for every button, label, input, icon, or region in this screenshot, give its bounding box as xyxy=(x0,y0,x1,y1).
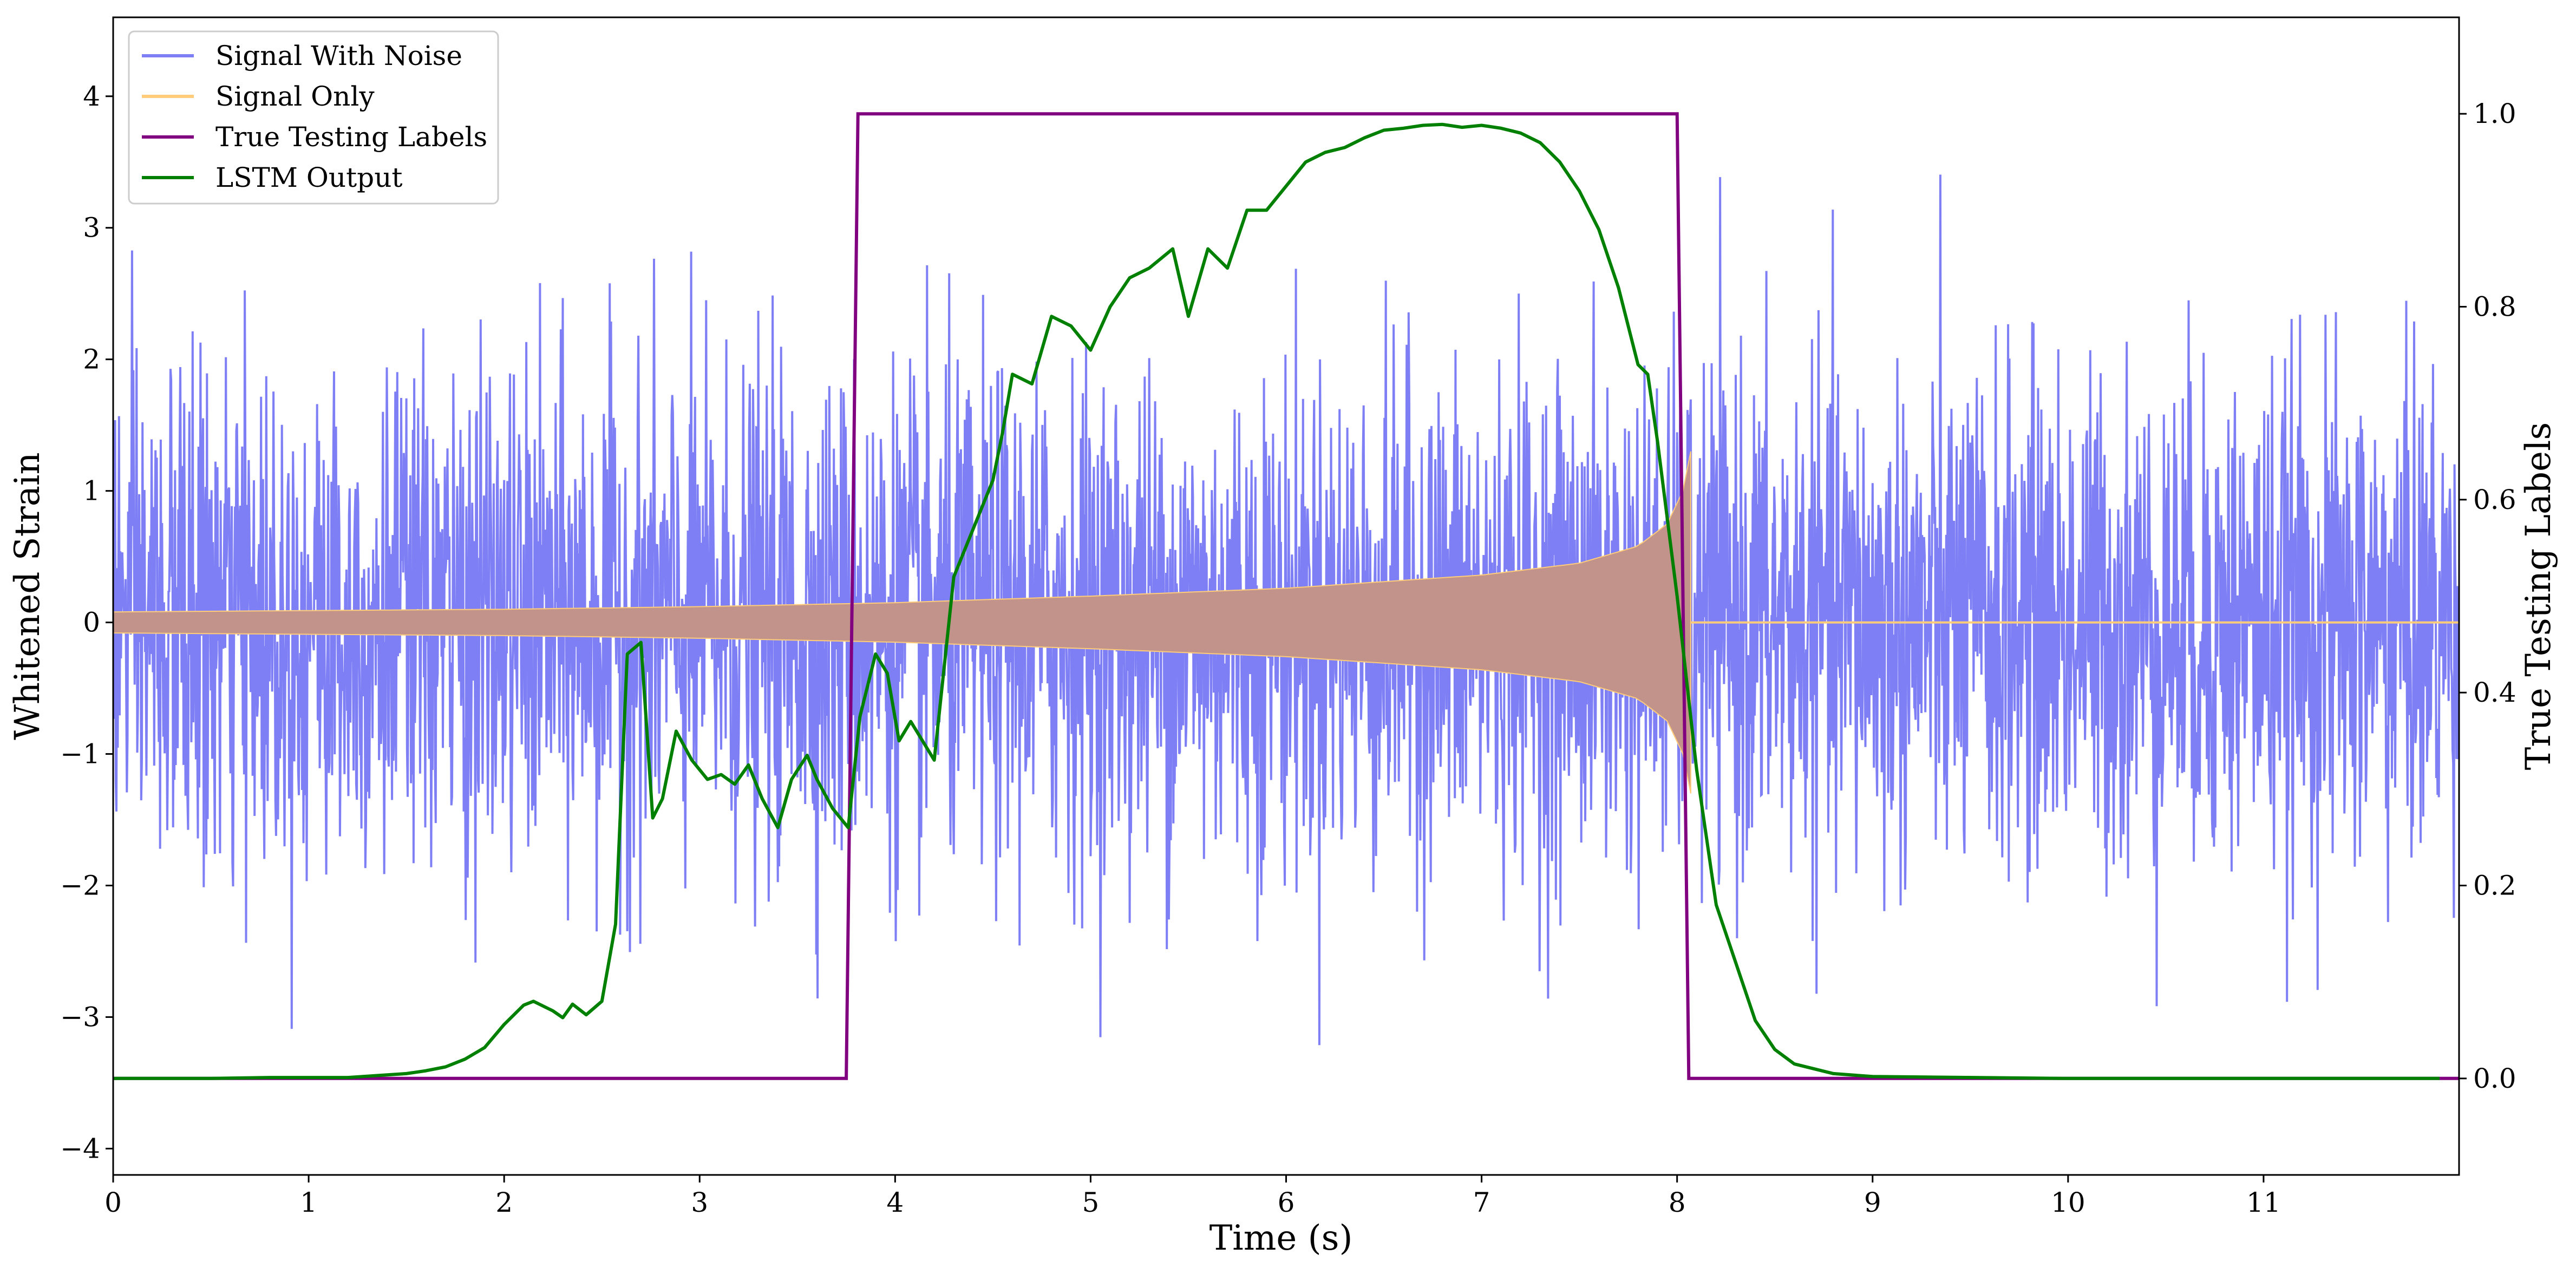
y-tick-label: −3 xyxy=(60,1001,100,1033)
y-tick-label: 0 xyxy=(83,607,100,638)
y2-tick-label: 0.2 xyxy=(2473,870,2516,901)
x-tick-label: 2 xyxy=(495,1187,513,1218)
y-tick-label: 2 xyxy=(83,344,100,375)
x-tick-label: 8 xyxy=(1669,1187,1686,1218)
x-tick-label: 7 xyxy=(1473,1187,1490,1218)
plot-area xyxy=(113,112,2459,1080)
y2-tick-label: 0.6 xyxy=(2473,484,2516,515)
x-tick-label: 0 xyxy=(104,1187,122,1218)
y-axis-right: 0.0 0.2 0.4 0.6 0.8 1.0 xyxy=(2459,98,2516,1094)
legend: Signal With Noise Signal Only True Testing… xyxy=(128,30,499,205)
y2-tick-label: 0.0 xyxy=(2473,1063,2516,1094)
legend-label: True Testing Labels xyxy=(215,121,487,153)
x-tick-label: 4 xyxy=(886,1187,904,1218)
x-axis: 0 1 2 3 4 5 6 7 8 9 10 11 xyxy=(104,1175,2281,1218)
legend-label: LSTM Output xyxy=(215,162,402,193)
x-tick-label: 3 xyxy=(691,1187,708,1218)
x-tick-label: 11 xyxy=(2246,1187,2281,1218)
y-tick-label: −2 xyxy=(60,870,100,901)
series-signal-only-band xyxy=(113,451,1691,794)
series-true-testing-labels xyxy=(113,112,2459,1080)
y-tick-label: 1 xyxy=(83,475,100,507)
y2-axis-label: True Testing Labels xyxy=(2519,422,2559,770)
y2-tick-label: 1.0 xyxy=(2473,98,2516,129)
y-tick-label: −4 xyxy=(60,1133,100,1164)
y-tick-label: −1 xyxy=(60,739,100,770)
x-axis-label: Time (s) xyxy=(1209,1218,1353,1258)
y2-tick-label: 0.4 xyxy=(2473,677,2516,708)
series-lstm-output xyxy=(113,122,2440,1080)
x-tick-label: 5 xyxy=(1082,1187,1100,1218)
y2-tick-label: 0.8 xyxy=(2473,291,2516,323)
x-tick-label: 9 xyxy=(1864,1187,1881,1218)
x-tick-label: 10 xyxy=(2051,1187,2085,1218)
legend-label: Signal With Noise xyxy=(215,40,462,71)
x-tick-label: 6 xyxy=(1278,1187,1295,1218)
y-axis-left: −4 −3 −2 −1 0 1 2 3 4 xyxy=(60,81,113,1164)
y-tick-label: 4 xyxy=(83,81,100,112)
legend-label: Signal Only xyxy=(215,81,375,112)
y-tick-label: 3 xyxy=(83,212,100,244)
y-axis-label: Whitened Strain xyxy=(8,452,48,740)
legend-box xyxy=(128,30,499,205)
x-tick-label: 1 xyxy=(300,1187,317,1218)
